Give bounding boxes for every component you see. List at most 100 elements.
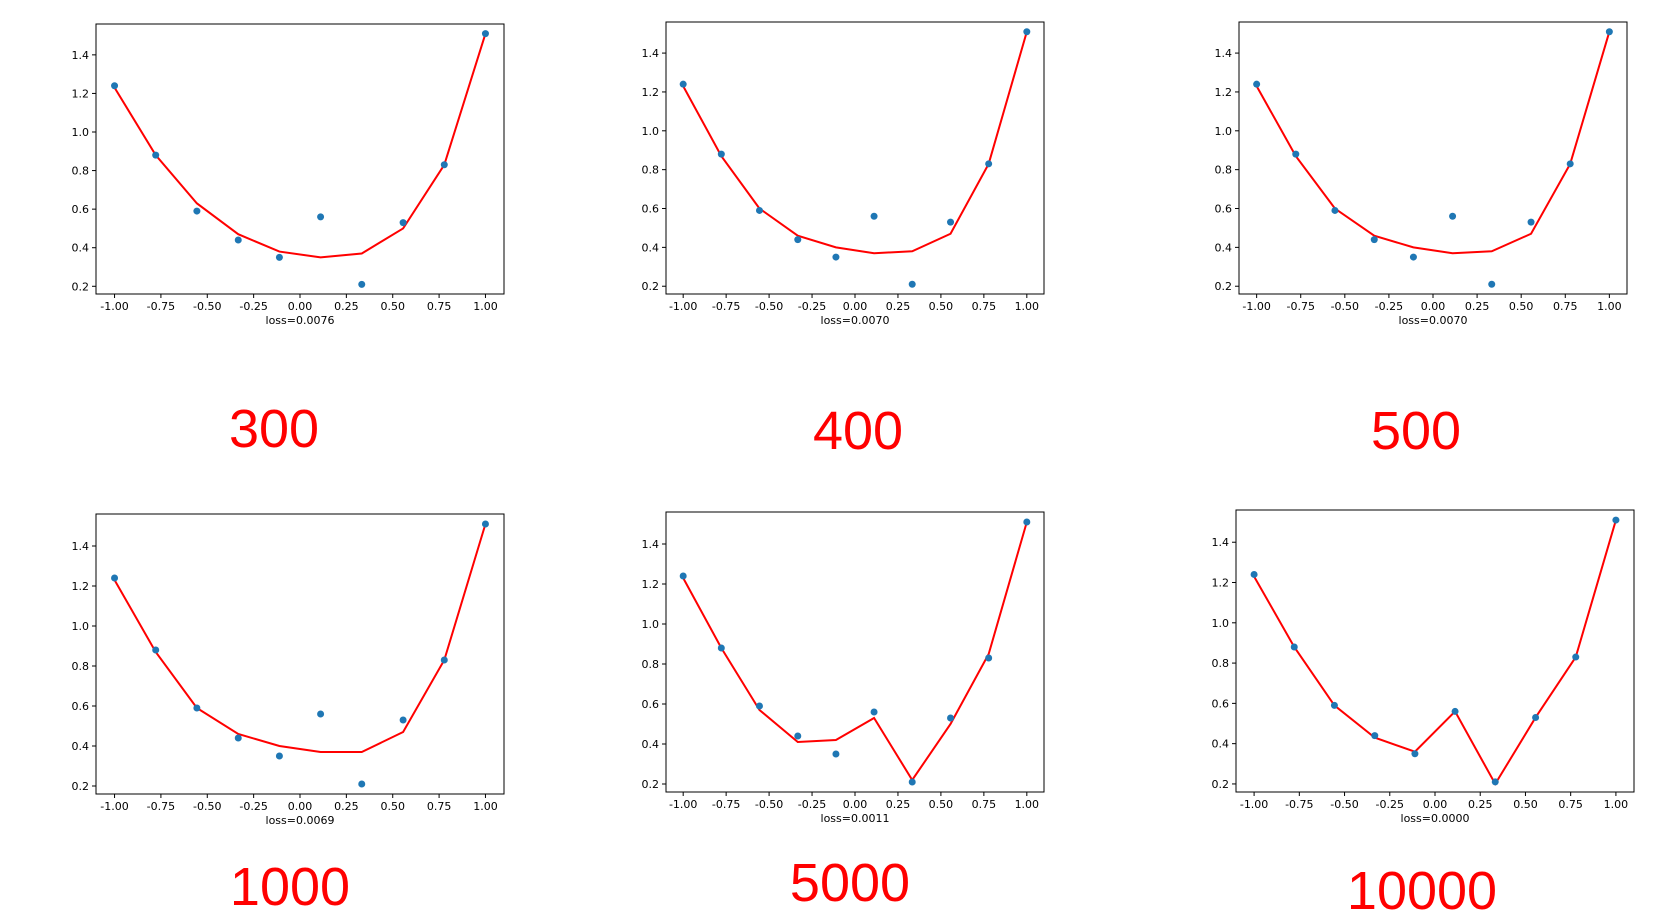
x-tick-label: -0.50 (1330, 798, 1358, 811)
x-tick-label: 0.50 (1513, 798, 1538, 811)
data-point (908, 280, 916, 288)
epoch-label-400: 400 (812, 401, 904, 461)
fit-line (113, 33, 487, 259)
x-tick-label: -1.00 (669, 300, 697, 313)
x-tick-label: 0.25 (334, 800, 359, 813)
y-tick-label: 0.8 (72, 165, 90, 178)
y-tick-label: 1.0 (1212, 617, 1230, 630)
y-tick-label: 0.2 (642, 778, 660, 791)
y-tick-label: 0.4 (642, 241, 660, 254)
x-tick-label: -0.25 (1375, 300, 1403, 313)
y-tick-label: 1.4 (1212, 536, 1230, 549)
x-tick-label: 0.75 (427, 300, 452, 313)
y-tick-label: 0.6 (72, 700, 90, 713)
data-point (1292, 150, 1300, 158)
y-tick-label: 0.6 (72, 203, 90, 216)
fit-line (682, 31, 1028, 255)
data-point (440, 656, 448, 664)
data-point (1488, 280, 1496, 288)
data-point (440, 161, 448, 169)
x-axis-label: loss=0.0070 (821, 314, 890, 327)
data-point (794, 236, 802, 244)
x-axis-label: loss=0.0069 (266, 814, 335, 827)
data-point (947, 714, 955, 722)
chart-400: -1.00 -0.75 -0.50 -0.25 0.00 0.25 0.50 0.75 1.00… (642, 21, 1045, 327)
x-tick-label: -0.50 (193, 800, 221, 813)
data-point (317, 710, 325, 718)
y-tick-label: 0.8 (1212, 657, 1230, 670)
x-tick-label: -0.25 (798, 798, 826, 811)
x-tick-label: -1.00 (1242, 300, 1270, 313)
x-axis-label: loss=0.0000 (1401, 812, 1470, 825)
data-point (755, 206, 763, 214)
chart-10000: -1.00 -0.75 -0.50 -0.25 0.00 0.25 0.50 0.75 1.00… (1212, 509, 1635, 825)
x-tick-label: 1.00 (1015, 300, 1039, 313)
x-tick-label: -0.75 (712, 798, 740, 811)
y-tick-label: 1.4 (642, 47, 660, 60)
epoch-label-5000: 5000 (789, 853, 911, 913)
x-tick-label: -0.75 (147, 800, 175, 813)
y-tick-label: 0.6 (1215, 203, 1233, 216)
x-tick-label: 0.00 (1423, 798, 1448, 811)
x-tick-label: 0.75 (1553, 300, 1578, 313)
x-tick-label: 1.00 (473, 800, 498, 813)
data-point (947, 218, 955, 226)
x-tick-label: 0.75 (972, 300, 997, 313)
y-tick-label: 0.2 (1212, 778, 1230, 791)
y-tick-label: 1.0 (72, 126, 90, 139)
data-point (317, 213, 325, 221)
data-point (111, 574, 119, 582)
data-point (1411, 750, 1419, 758)
y-tick-label: 1.0 (72, 620, 90, 633)
y-tick-label: 0.8 (1215, 164, 1233, 177)
x-tick-label: 0.00 (288, 800, 313, 813)
x-tick-label: -1.00 (1240, 798, 1268, 811)
y-tick-label: 0.4 (72, 242, 90, 255)
y-tick-label: 0.8 (642, 164, 660, 177)
x-tick-label: -0.75 (1285, 798, 1313, 811)
data-point (1331, 206, 1339, 214)
x-tick-label: 0.00 (1421, 300, 1446, 313)
x-axis-label: loss=0.0011 (821, 812, 890, 825)
data-point (755, 702, 763, 710)
data-point (985, 654, 993, 662)
data-point (275, 752, 283, 760)
data-point (1250, 570, 1258, 578)
x-tick-label: -1.00 (100, 800, 128, 813)
epoch-label-1000: 1000 (229, 857, 351, 917)
x-tick-label: -0.25 (1376, 798, 1404, 811)
data-point (717, 644, 725, 652)
x-tick-label: 0.25 (1465, 300, 1490, 313)
axes-frame (1235, 509, 1635, 793)
y-tick-label: 0.2 (72, 780, 90, 793)
data-point (1605, 28, 1613, 36)
epoch-label-10000: 10000 (1346, 861, 1498, 921)
y-tick-label: 0.4 (1212, 738, 1230, 751)
y-tick-label: 0.2 (1215, 280, 1233, 293)
x-axis-label: loss=0.0076 (266, 314, 335, 327)
y-tick-label: 1.0 (1215, 125, 1233, 138)
data-point (1370, 236, 1378, 244)
x-tick-label: 1.00 (473, 300, 498, 313)
data-point (358, 280, 366, 288)
x-tick-label: -1.00 (669, 798, 697, 811)
data-point (399, 219, 407, 227)
data-point (358, 780, 366, 788)
data-point (1566, 160, 1574, 168)
x-tick-label: -0.25 (239, 300, 267, 313)
data-point (1330, 701, 1338, 709)
data-point (152, 646, 160, 654)
y-tick-label: 0.8 (642, 658, 660, 671)
data-point (1409, 253, 1417, 261)
chart-5000: -1.00 -0.75 -0.50 -0.25 0.00 0.25 0.50 0.75 1.00… (642, 511, 1045, 825)
epoch-label-300: 300 (228, 399, 320, 459)
x-tick-label: 0.50 (929, 798, 954, 811)
y-tick-label: 1.0 (642, 618, 660, 631)
data-point (481, 520, 489, 528)
y-tick-label: 0.4 (642, 738, 660, 751)
data-point (1572, 653, 1580, 661)
y-tick-label: 0.6 (1212, 697, 1230, 710)
data-point (717, 150, 725, 158)
fit-line (682, 521, 1028, 782)
x-tick-label: -0.50 (1331, 300, 1359, 313)
